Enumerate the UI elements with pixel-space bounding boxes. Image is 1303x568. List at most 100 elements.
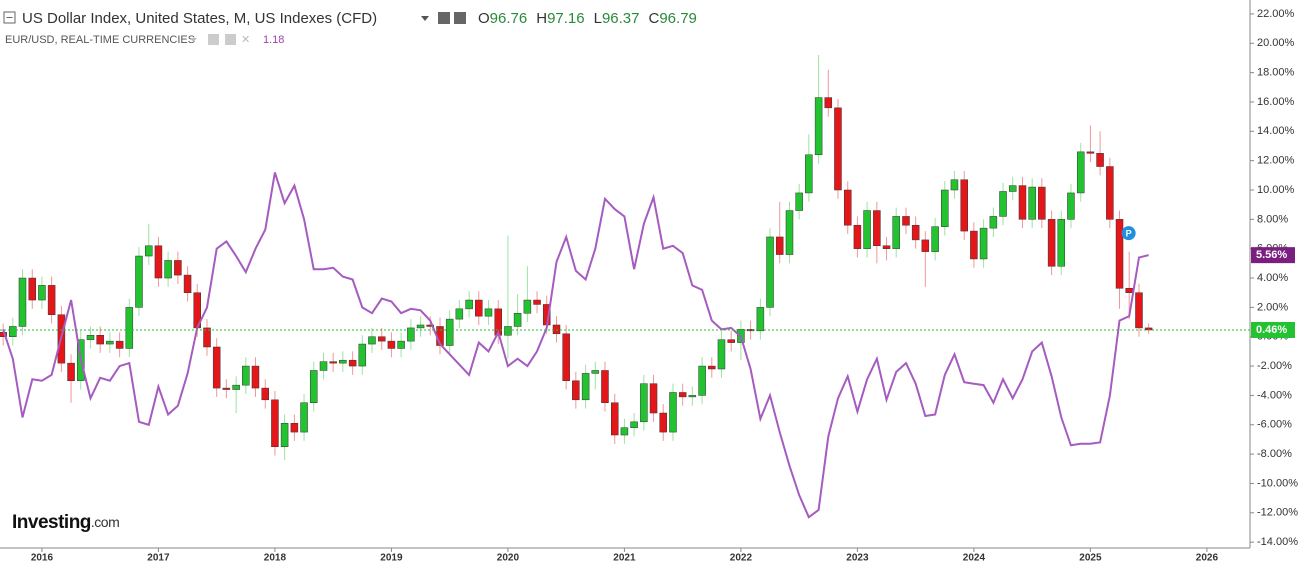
current-price-label: 0.46% [1256,324,1287,336]
candle-body [1057,219,1066,267]
candle-body [1115,219,1124,289]
y-tick-label: 20.00% [1257,37,1295,49]
candle-body [251,365,260,389]
candle-body [513,312,522,327]
candle-body [698,365,706,396]
x-tick-label: 2016 [31,553,54,564]
candle-body [348,359,357,367]
y-tick-label: -6.00% [1257,419,1292,431]
eurusd-last-label: 5.56% [1256,249,1287,261]
candle-body [106,340,114,345]
candle-body [979,227,988,260]
candle-body [717,339,726,370]
chart-title: US Dollar Index, United States, M, US In… [22,10,377,27]
y-tick-label: -12.00% [1257,507,1298,519]
y-tick-label: 18.00% [1257,67,1295,79]
candle-body [785,210,794,255]
candle-body [465,299,473,310]
candle-body [581,373,590,401]
candle-body [309,370,318,403]
candle-body [38,285,46,301]
candle-body [775,236,784,255]
logo-name: Investing [12,512,91,533]
candle-body [416,324,425,329]
candle-body [931,226,939,252]
y-tick-label: -10.00% [1257,477,1298,489]
candle-body [853,224,862,249]
candle-body [999,191,1007,217]
candle-body [1018,185,1027,220]
eye-icon[interactable] [208,34,219,45]
y-tick-label: 10.00% [1257,184,1295,196]
eye-icon[interactable] [438,12,450,24]
candle-body [688,395,697,398]
x-tick-label: 2024 [963,553,986,564]
candle-body [941,189,949,227]
y-tick-label: 22.00% [1257,8,1295,20]
candle-body [1047,219,1056,267]
x-tick-label: 2020 [497,553,520,564]
x-tick-label: 2026 [1196,553,1219,564]
candle-body [678,392,687,398]
candle-body [183,274,192,293]
logo-suffix: .com [91,514,119,530]
candle-body [455,308,464,320]
candle-body [727,339,735,343]
candle-body [358,343,367,367]
x-tick-label: 2018 [264,553,287,564]
candle-body [824,97,833,109]
y-tick-label: 8.00% [1257,213,1288,225]
badge [1121,226,1136,241]
x-tick-label: 2019 [380,553,403,564]
ohlc-values: O96.76 H97.16 L96.37 C96.79 [478,10,697,27]
candle-body [387,340,396,349]
current-price-box [1251,321,1295,338]
candle-body [863,210,871,249]
candle-body [950,179,959,191]
x-tick-label: 2022 [730,553,753,564]
candle-body [280,423,289,448]
candle-body [659,412,667,433]
y-tick-label: 16.00% [1257,96,1295,108]
candle-body [67,362,75,381]
candle-body [426,324,434,327]
ohlc-value: 97.16 [547,10,585,27]
candle-body [805,154,813,194]
candle-body [135,255,143,308]
candle-body [1067,192,1075,220]
y-tick-label: 14.00% [1257,125,1295,137]
logo: Investing.com [12,512,119,533]
candle-body [523,299,532,314]
candle-body [28,277,37,301]
y-tick-label: -14.00% [1257,536,1298,548]
candle-body [766,236,774,308]
candle-body [572,380,580,401]
collapse-icon[interactable] [3,11,16,24]
settings-icon[interactable] [454,12,466,24]
dropdown-arrow[interactable] [421,16,429,21]
candle-body [620,427,629,436]
settings-icon[interactable] [225,34,236,45]
candle-body [814,97,823,156]
candle-body [640,383,648,423]
candle-body [746,329,755,332]
candle-body [630,421,638,428]
candle-body [145,245,153,257]
candle-body [882,245,891,249]
candle-body [475,299,483,317]
ohlc-label: O [478,10,490,27]
candle-body [378,336,386,342]
candle-body [484,308,493,317]
overlay-title: EUR/USD, REAL-TIME CURRENCIES [5,34,195,46]
candle-body [970,230,978,260]
y-tick-label: 12.00% [1257,155,1295,167]
candle-body [843,189,852,226]
candle-body [960,179,968,232]
dropdown-arrow[interactable] [190,38,197,42]
candle-body [892,216,900,249]
candle-body [552,324,561,335]
candle-body [9,326,17,337]
candle-body [115,340,124,349]
close-icon[interactable]: ✕ [241,34,250,46]
candle-body [1135,292,1143,329]
